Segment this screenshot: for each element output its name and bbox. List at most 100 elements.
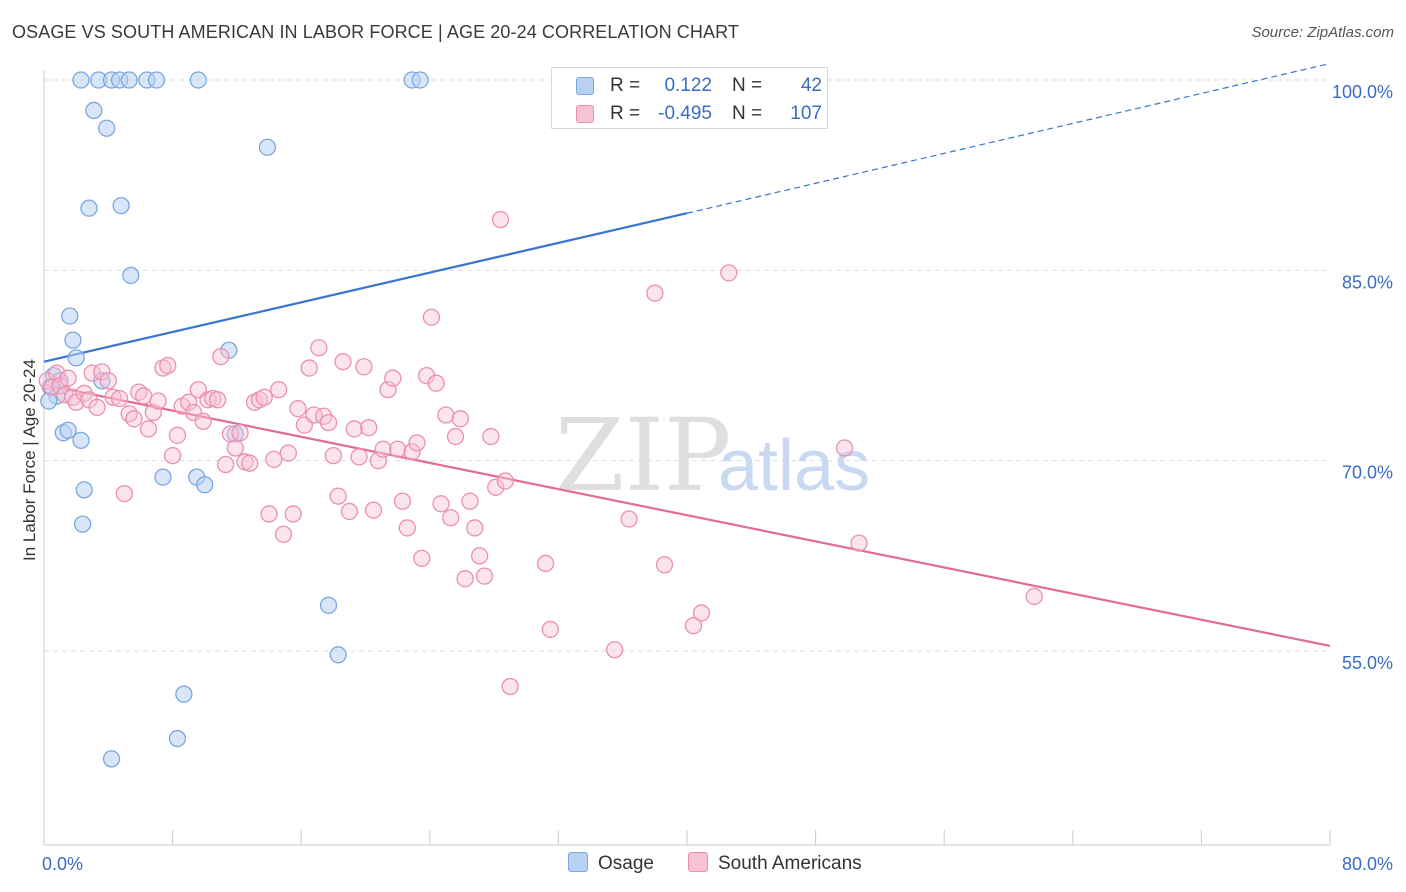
legend-n-label: N = <box>732 103 763 124</box>
south-american-point <box>110 389 129 408</box>
south-american-point <box>231 424 249 442</box>
south-american-point <box>289 399 307 418</box>
south-american-point <box>470 547 489 565</box>
osage-trend-extension <box>686 62 1331 214</box>
south-american-point <box>360 419 378 437</box>
south-american-point <box>226 439 244 457</box>
bottom-legend-label-osage: Osage <box>598 853 654 874</box>
south-american-point <box>270 380 288 399</box>
south-american-point <box>501 677 519 696</box>
south-american-point <box>655 556 674 574</box>
osage-point <box>258 138 277 156</box>
south-american-point <box>168 426 187 444</box>
south-american-point <box>403 443 421 461</box>
south-american-point <box>413 549 431 568</box>
south-american-point <box>194 412 212 430</box>
south-american-point <box>139 420 158 438</box>
south-american-point <box>427 374 445 392</box>
osage-point <box>168 729 187 748</box>
y-tick-labels: 55.0% 70.0% 85.0% 100.0% <box>1332 82 1393 673</box>
osage-point <box>411 71 429 89</box>
south-american-point <box>163 446 182 465</box>
south-american-point <box>48 364 66 382</box>
south-american-point <box>355 358 373 376</box>
bottom-legend-osage: Osage <box>568 852 654 875</box>
south-american-point <box>329 487 347 505</box>
osage-point <box>75 481 93 499</box>
osage-point <box>72 431 90 450</box>
south-american-point <box>334 353 352 371</box>
legend-r-value: 0.122 <box>664 75 712 96</box>
y-tick-label: 85.0% <box>1342 272 1393 292</box>
south-american-point <box>398 519 416 537</box>
south-american-point <box>125 410 143 428</box>
south-american-point <box>451 410 469 428</box>
x-tick-label: 0.0% <box>42 854 83 874</box>
south-american-point <box>149 392 167 410</box>
osage-point <box>64 331 82 349</box>
osage-point <box>329 646 347 664</box>
x-tick-label: 80.0% <box>1342 854 1393 874</box>
south-american-point <box>274 525 293 543</box>
osage-point <box>80 199 98 217</box>
osage-point <box>61 307 79 325</box>
south-american-point <box>241 454 259 472</box>
osage-point <box>196 476 214 494</box>
south-american-point <box>284 505 302 523</box>
legend-row-osage: R = 0.122 N = 42 <box>552 71 827 101</box>
osage-point <box>98 119 116 137</box>
south-american-point <box>364 501 383 519</box>
south-american-point <box>475 567 494 585</box>
legend-r-label: R = <box>610 103 641 124</box>
osage-point <box>72 71 90 89</box>
bottom-legend-south: South Americans <box>688 852 862 875</box>
x-tick-labels: 0.0% 80.0% <box>42 854 1393 874</box>
legend-r-value: -0.495 <box>658 103 712 124</box>
south-american-point <box>216 455 235 474</box>
south-american-point <box>340 502 359 521</box>
osage-point <box>147 71 166 89</box>
chart-source: Source: ZipAtlas.com <box>1251 24 1394 41</box>
south-american-point <box>541 620 560 639</box>
south-american-point <box>324 446 343 465</box>
osage-points <box>40 71 571 768</box>
south-american-point <box>104 388 122 406</box>
legend-r-label: R = <box>610 75 641 96</box>
legend-n-value: 107 <box>790 103 822 124</box>
bottom-legend-swatch-osage <box>568 852 588 872</box>
south-american-point <box>393 492 412 510</box>
south-american-point <box>388 440 407 458</box>
south-american-point <box>250 391 269 409</box>
south-american-points <box>38 210 1043 696</box>
south-american-point <box>350 448 368 466</box>
south-american-point <box>265 450 283 469</box>
south-american-point <box>260 505 278 523</box>
trend-lines <box>43 62 1331 648</box>
bottom-legend-label-south: South Americans <box>718 853 862 874</box>
south-american-point <box>835 439 854 457</box>
south-american-point <box>536 554 555 573</box>
osage-point <box>122 266 140 285</box>
south-american-point <box>345 420 363 438</box>
legend-row-south: R = -0.495 N = 107 <box>552 99 827 129</box>
south-american-point <box>491 210 510 229</box>
south-american-point <box>115 485 134 503</box>
watermark-atlas: atlas <box>718 426 870 506</box>
south-american-point <box>461 492 479 510</box>
south-american-point <box>456 570 474 588</box>
south-american-point <box>446 427 465 446</box>
osage-point <box>154 468 172 486</box>
south-american-point <box>154 359 172 377</box>
osage-point <box>102 750 121 768</box>
y-tick-label: 55.0% <box>1342 653 1393 673</box>
south-american-point <box>374 440 392 458</box>
south-american-point <box>606 641 624 659</box>
stats-legend: R = 0.122 N = 42 R = -0.495 N = 107 <box>551 67 828 129</box>
south-american-point <box>99 372 117 390</box>
south-american-point <box>720 264 738 282</box>
axes <box>43 70 1331 846</box>
bottom-legend-swatch-south <box>688 852 708 872</box>
south-american-point <box>692 604 711 622</box>
osage-point <box>189 71 207 89</box>
south-american-point <box>120 405 138 423</box>
